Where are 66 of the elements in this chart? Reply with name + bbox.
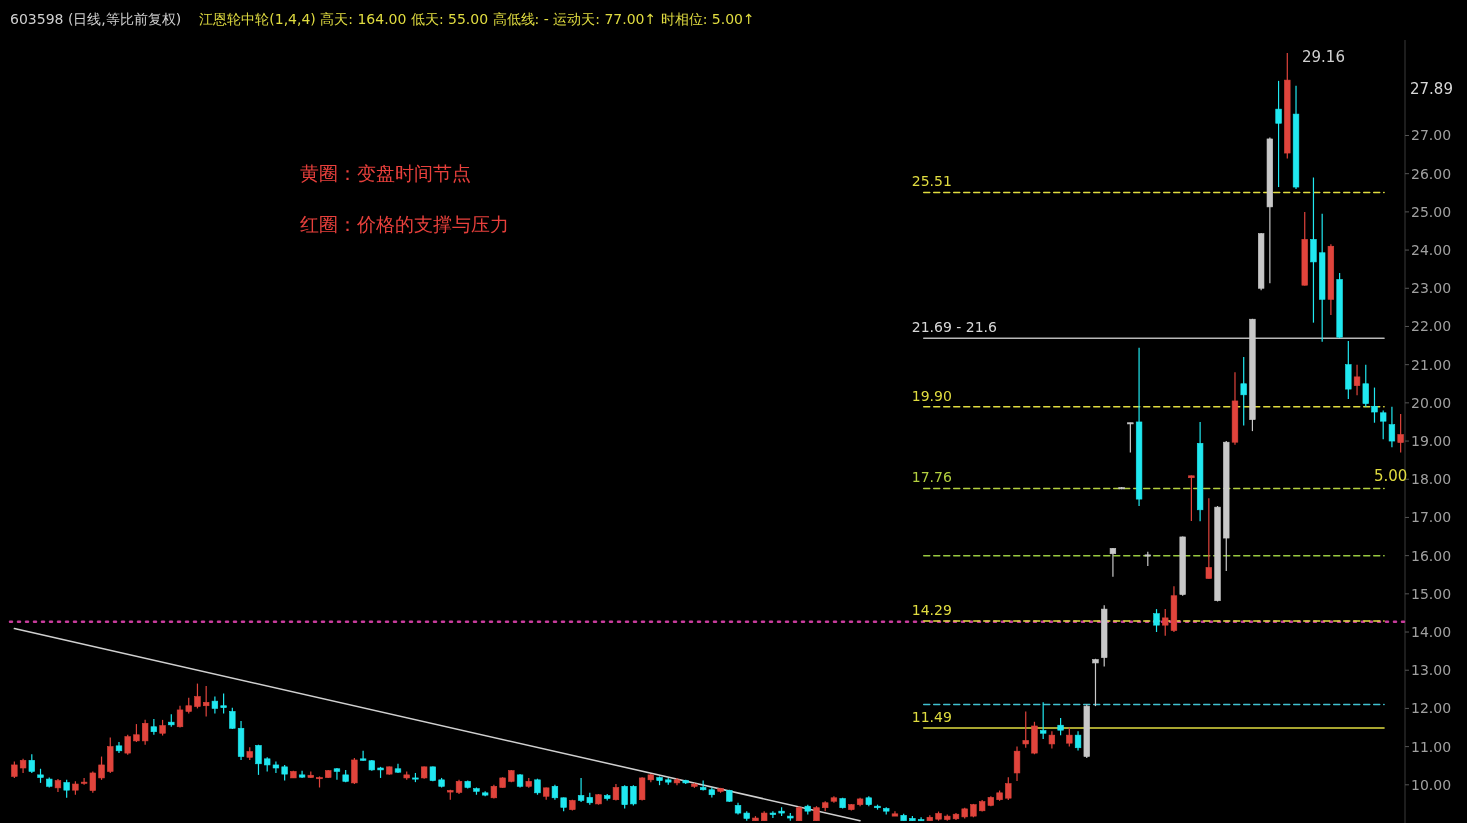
candlestick xyxy=(28,753,35,774)
candlestick xyxy=(1153,608,1160,633)
ytick: 21.00 xyxy=(1411,356,1452,373)
ytick: 15.00 xyxy=(1411,585,1452,602)
ref-line-label: 21.69 - 21.6 xyxy=(911,319,998,336)
candlestick xyxy=(1109,547,1117,578)
ytick: 20.00 xyxy=(1411,394,1452,411)
ref-line-label: 17.76 xyxy=(911,469,952,486)
ref-line-label: 19.90 xyxy=(911,387,952,404)
annotation: 5.00 xyxy=(1374,467,1408,485)
ref-line-label: 25.51 xyxy=(911,173,952,190)
candlestick xyxy=(150,718,157,736)
candlestick xyxy=(333,767,341,781)
candlestick xyxy=(1380,409,1387,440)
candlestick xyxy=(1371,386,1378,424)
ytick: 25.00 xyxy=(1411,203,1452,220)
candlestick xyxy=(1013,746,1021,782)
candlestick xyxy=(98,755,105,781)
ytick: 11.00 xyxy=(1411,738,1452,755)
candlestick xyxy=(220,692,227,714)
candlestick xyxy=(1205,497,1212,580)
candlestick xyxy=(1310,176,1317,324)
candlestick xyxy=(1074,730,1082,752)
candlestick xyxy=(1388,406,1396,448)
candlestick xyxy=(769,810,777,819)
candlestick xyxy=(255,744,262,776)
candlestick xyxy=(917,816,925,822)
candlestick xyxy=(1353,364,1361,396)
candlestick xyxy=(1362,364,1369,408)
ref-line-label: 14.29 xyxy=(911,601,952,618)
candlestick xyxy=(203,685,210,718)
ytick: 17.00 xyxy=(1411,509,1452,526)
ref-line-label: 11.49 xyxy=(911,708,952,725)
candlestick xyxy=(1092,658,1099,707)
candlestick xyxy=(1066,726,1073,748)
candlestick xyxy=(1022,710,1029,749)
candlestick xyxy=(1040,701,1047,740)
ytick: 12.00 xyxy=(1411,700,1452,717)
chart-subtitle: 江恩轮中轮(1,4,4) 高天: 164.00 低天: 55.00 高低线: - 运动天: 77.00↑ 时相位: 5.00↑ xyxy=(199,11,755,27)
ytick: 14.00 xyxy=(1411,624,1452,640)
ytick: 10.00 xyxy=(1411,776,1452,793)
candlestick xyxy=(1188,474,1195,522)
candlestick xyxy=(351,757,358,785)
ytick: 27.00 xyxy=(1411,127,1452,144)
candlestick xyxy=(124,734,131,756)
ytick: 18.00 xyxy=(1411,471,1452,488)
ytick: 16.00 xyxy=(1411,547,1452,564)
candlestick xyxy=(1005,776,1012,801)
ytick: 19.00 xyxy=(1411,433,1452,450)
annotation: 红圈：价格的支撑与压力 xyxy=(300,213,509,235)
candlestick xyxy=(621,784,628,810)
candlestick xyxy=(1275,80,1282,188)
candlestick xyxy=(1240,356,1247,426)
ytick: 26.00 xyxy=(1411,165,1452,182)
text: 27.89 xyxy=(1410,80,1453,98)
candlestick xyxy=(194,682,201,710)
candlestick xyxy=(142,719,149,746)
annotation: 29.16 xyxy=(1302,48,1345,66)
candlestick xyxy=(176,705,184,729)
ytick: 23.00 xyxy=(1411,280,1452,297)
ytick: 24.00 xyxy=(1411,242,1452,259)
annotation: 黄圈：变盘时间节点 xyxy=(300,162,471,184)
ytick: 22.00 xyxy=(1411,318,1452,335)
chart-title: 603598 (日线,等比前复权) xyxy=(10,11,182,27)
ytick: 13.00 xyxy=(1411,662,1452,679)
candlestick xyxy=(1127,422,1134,454)
